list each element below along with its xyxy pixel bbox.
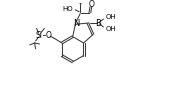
Text: N: N <box>73 19 79 28</box>
Text: Si: Si <box>36 31 43 40</box>
Text: HO: HO <box>63 6 73 12</box>
Text: B: B <box>96 19 101 28</box>
Text: OH: OH <box>105 14 116 20</box>
Text: O: O <box>89 0 95 9</box>
Text: OH: OH <box>105 26 116 32</box>
Text: O: O <box>45 31 51 40</box>
